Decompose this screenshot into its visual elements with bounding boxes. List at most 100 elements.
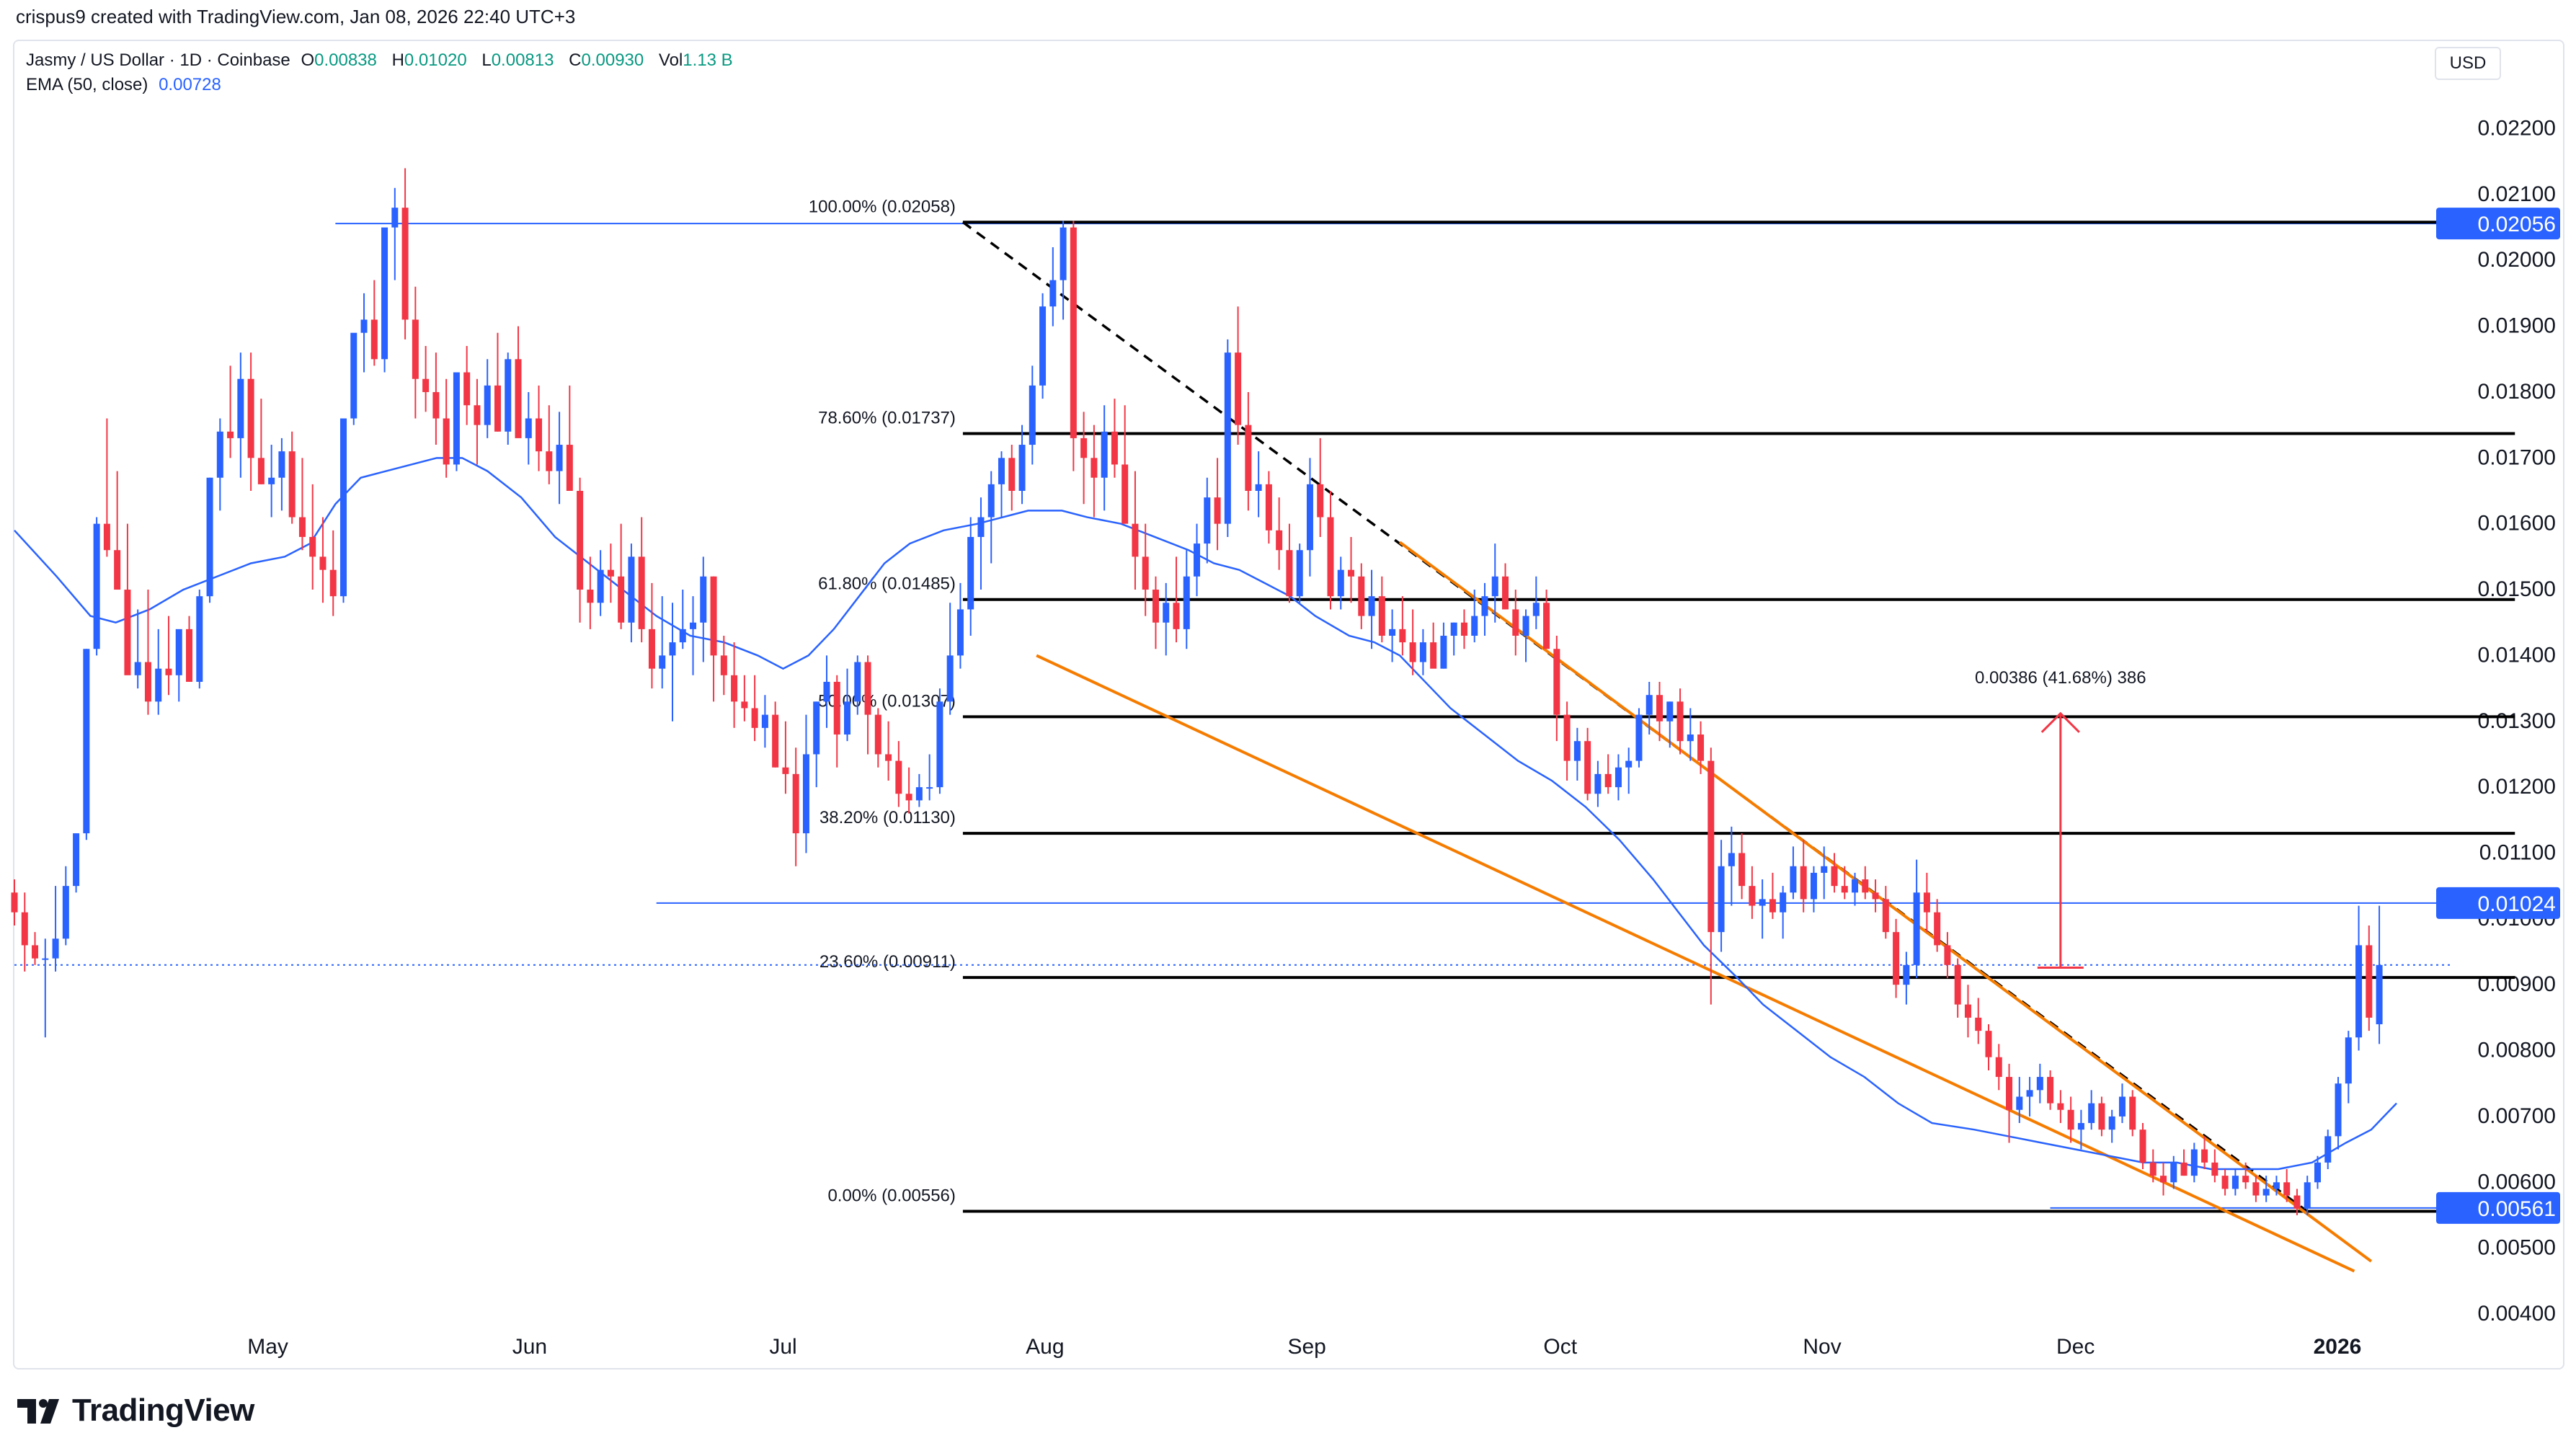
candle-body[interactable]: [1378, 596, 1385, 636]
candle-body[interactable]: [1964, 1004, 1971, 1018]
candle-body[interactable]: [2149, 1162, 2157, 1176]
candle-body[interactable]: [2335, 1083, 2342, 1137]
candle-body[interactable]: [905, 794, 912, 801]
candle-body[interactable]: [1419, 642, 1426, 662]
candle-body[interactable]: [515, 359, 522, 438]
candle-body[interactable]: [525, 418, 532, 438]
candle-body[interactable]: [1265, 484, 1272, 531]
candle-body[interactable]: [1276, 530, 1283, 551]
candle-body[interactable]: [1790, 866, 1797, 893]
candle-body[interactable]: [2304, 1182, 2311, 1209]
candle-body[interactable]: [1204, 497, 1211, 544]
candle-body[interactable]: [2201, 1149, 2208, 1163]
candle-body[interactable]: [720, 655, 727, 675]
candle-body[interactable]: [1214, 497, 1221, 524]
candle-body[interactable]: [710, 576, 717, 656]
candle-body[interactable]: [1728, 853, 1735, 866]
candle-body[interactable]: [278, 451, 285, 478]
ema-line[interactable]: [14, 457, 2397, 1171]
candle-body[interactable]: [1841, 886, 1848, 893]
candle-body[interactable]: [350, 332, 357, 419]
candle-body[interactable]: [648, 629, 655, 669]
candle-body[interactable]: [2057, 1103, 2064, 1110]
candle-body[interactable]: [175, 629, 182, 675]
candle-body[interactable]: [1553, 649, 1560, 715]
candle-body[interactable]: [2026, 1090, 2033, 1097]
candle-body[interactable]: [21, 912, 28, 946]
candle-body[interactable]: [2221, 1176, 2229, 1189]
candle-body[interactable]: [1224, 352, 1231, 524]
candle-body[interactable]: [134, 662, 141, 675]
candle-body[interactable]: [926, 787, 933, 789]
candle-body[interactable]: [1625, 760, 1633, 768]
candle-body[interactable]: [453, 372, 460, 465]
candle-body[interactable]: [1296, 550, 1303, 597]
candle-body[interactable]: [247, 378, 254, 458]
candle-body[interactable]: [1163, 603, 1170, 623]
candle-body[interactable]: [833, 681, 840, 735]
candle-body[interactable]: [11, 892, 18, 913]
candle-body[interactable]: [505, 359, 512, 432]
candle-body[interactable]: [1317, 484, 1324, 518]
candle-body[interactable]: [823, 681, 830, 702]
candle-body[interactable]: [792, 773, 799, 834]
candle-body[interactable]: [1389, 629, 1396, 636]
candle-body[interactable]: [1183, 576, 1190, 629]
candle-body[interactable]: [1780, 892, 1787, 913]
candle-body[interactable]: [463, 372, 471, 406]
candle-body[interactable]: [298, 517, 306, 537]
candle-body[interactable]: [1173, 603, 1180, 629]
candle-body[interactable]: [638, 556, 645, 629]
candle-body[interactable]: [1049, 280, 1057, 307]
candle-body[interactable]: [1430, 642, 1437, 669]
candle-body[interactable]: [1440, 635, 1447, 669]
candle-body[interactable]: [2088, 1103, 2095, 1124]
candle-body[interactable]: [669, 642, 676, 656]
candle-body[interactable]: [977, 517, 985, 537]
candle-body[interactable]: [1563, 714, 1571, 761]
candle-body[interactable]: [484, 385, 491, 425]
candle-body[interactable]: [1831, 866, 1838, 887]
candle-body[interactable]: [422, 378, 430, 392]
candle-body[interactable]: [1738, 853, 1746, 887]
price-tag[interactable]: [2436, 208, 2560, 240]
candle-body[interactable]: [1872, 892, 1879, 900]
candle-body[interactable]: [844, 701, 851, 735]
candle-body[interactable]: [1152, 590, 1159, 623]
price-tag[interactable]: [2436, 1191, 2560, 1224]
candle-body[interactable]: [370, 319, 378, 360]
candle-body[interactable]: [1800, 866, 1807, 900]
candle-body[interactable]: [1070, 227, 1077, 438]
candle-body[interactable]: [1008, 458, 1016, 491]
candle-body[interactable]: [1029, 385, 1036, 445]
candle-body[interactable]: [412, 319, 419, 379]
candle-body[interactable]: [1142, 556, 1149, 590]
price-tag[interactable]: [2436, 887, 2560, 919]
candle-body[interactable]: [1985, 1031, 1992, 1057]
candle-body[interactable]: [391, 208, 399, 228]
candle-body[interactable]: [874, 714, 881, 755]
candle-body[interactable]: [1635, 714, 1643, 761]
candle-body[interactable]: [1018, 445, 1026, 491]
candle-body[interactable]: [257, 458, 265, 484]
candle-body[interactable]: [1091, 458, 1098, 478]
candle-body[interactable]: [62, 886, 69, 939]
candle-body[interactable]: [288, 451, 296, 518]
candle-body[interactable]: [987, 484, 995, 518]
candle-body[interactable]: [1235, 352, 1242, 425]
candle-body[interactable]: [1460, 622, 1467, 636]
candle-body[interactable]: [1944, 945, 1951, 965]
candle-body[interactable]: [144, 662, 151, 702]
candle-body[interactable]: [2067, 1109, 2074, 1130]
candle-body[interactable]: [2047, 1077, 2054, 1104]
candle-body[interactable]: [1491, 576, 1498, 597]
candle-body[interactable]: [1862, 879, 1869, 893]
candle-body[interactable]: [2118, 1096, 2126, 1117]
candle-body[interactable]: [1852, 879, 1859, 893]
candle-body[interactable]: [2129, 1096, 2136, 1130]
candle-body[interactable]: [93, 523, 100, 649]
candle-body[interactable]: [2036, 1077, 2043, 1091]
candle-body[interactable]: [628, 556, 635, 623]
candle-body[interactable]: [2293, 1195, 2301, 1209]
candle-body[interactable]: [1348, 569, 1355, 577]
